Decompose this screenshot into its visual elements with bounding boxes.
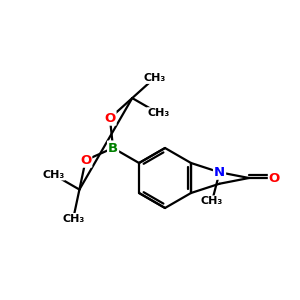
Text: CH₃: CH₃ xyxy=(143,73,166,83)
Text: CH₃: CH₃ xyxy=(147,108,169,118)
Text: B: B xyxy=(108,142,118,154)
Text: CH₃: CH₃ xyxy=(42,169,64,179)
Text: O: O xyxy=(104,112,116,125)
Text: O: O xyxy=(80,154,91,167)
Text: O: O xyxy=(269,172,280,184)
Text: CH₃: CH₃ xyxy=(201,196,223,206)
Text: CH₃: CH₃ xyxy=(62,214,84,224)
Text: N: N xyxy=(214,166,225,179)
